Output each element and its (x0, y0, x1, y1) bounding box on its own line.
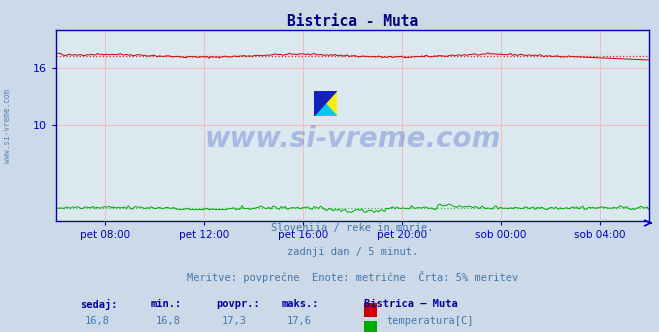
Text: 17,6: 17,6 (287, 316, 312, 326)
Text: 17,3: 17,3 (221, 316, 246, 326)
Text: Meritve: povprečne  Enote: metrične  Črta: 5% meritev: Meritve: povprečne Enote: metrične Črta:… (187, 271, 518, 283)
Text: maks.:: maks.: (281, 298, 319, 308)
Title: Bistrica - Muta: Bistrica - Muta (287, 14, 418, 29)
Text: zadnji dan / 5 minut.: zadnji dan / 5 minut. (287, 247, 418, 257)
Text: 16,8: 16,8 (85, 316, 110, 326)
Text: sedaj:: sedaj: (80, 298, 117, 310)
Text: temperatura[C]: temperatura[C] (386, 316, 474, 326)
Text: Slovenija / reke in morje.: Slovenija / reke in morje. (272, 223, 434, 233)
Text: www.si-vreme.com: www.si-vreme.com (3, 89, 13, 163)
Text: www.si-vreme.com: www.si-vreme.com (204, 125, 501, 153)
Text: 16,8: 16,8 (156, 316, 181, 326)
Text: Bistrica – Muta: Bistrica – Muta (364, 298, 458, 308)
Text: min.:: min.: (151, 298, 182, 308)
Text: povpr.:: povpr.: (216, 298, 260, 308)
Bar (364, 303, 378, 317)
Bar (364, 321, 378, 332)
